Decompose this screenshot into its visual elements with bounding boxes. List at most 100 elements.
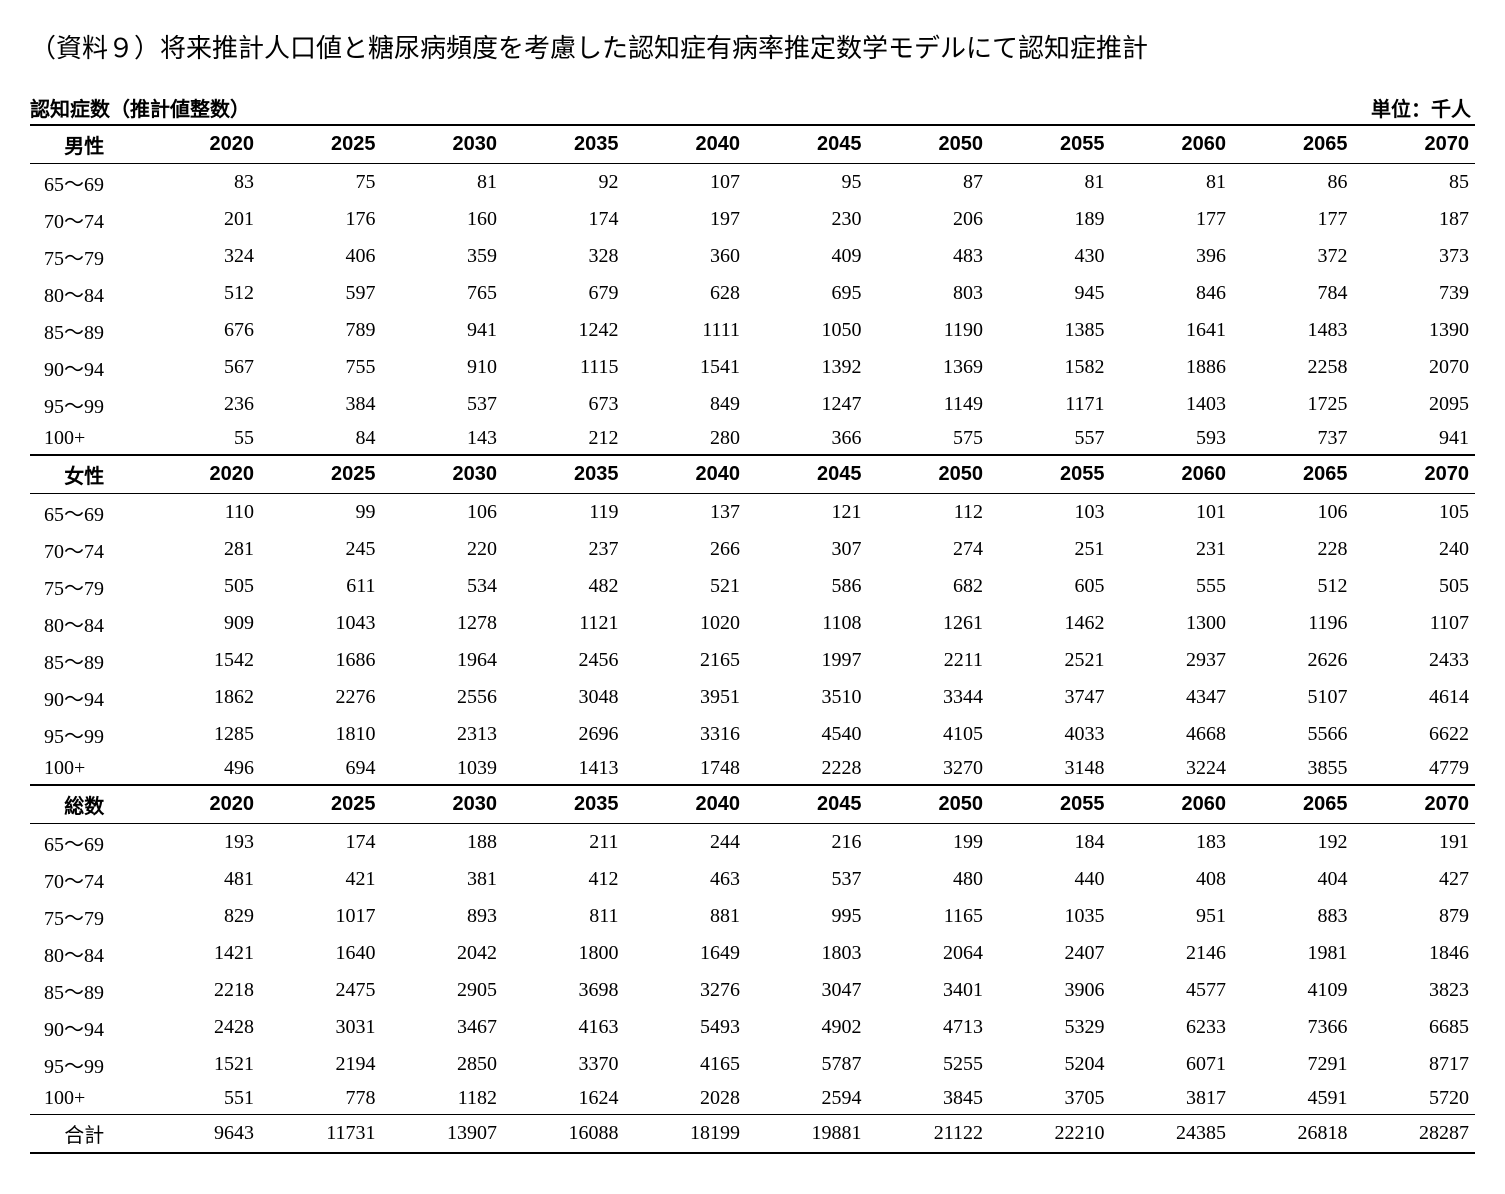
value-cell: 360 (624, 238, 746, 275)
table-row: 70～74281245220237266307274251231228240 (30, 531, 1475, 568)
value-cell: 1846 (1353, 935, 1475, 972)
value-cell: 4165 (624, 1046, 746, 1083)
value-cell: 1624 (503, 1083, 625, 1115)
year-column-header: 2045 (746, 785, 868, 824)
value-cell: 384 (260, 386, 382, 423)
year-column-header: 2040 (624, 455, 746, 494)
year-column-header: 2050 (867, 785, 989, 824)
age-range-label: 70～74 (30, 201, 138, 238)
document-title: （資料９）将来推計人口値と糖尿病頻度を考慮した認知症有病率推定数学モデルにて認知… (30, 28, 1475, 65)
total-value-cell: 9643 (138, 1115, 260, 1154)
value-cell: 1171 (989, 386, 1111, 423)
year-column-header: 2050 (867, 455, 989, 494)
value-cell: 1107 (1353, 605, 1475, 642)
value-cell: 3047 (746, 972, 868, 1009)
value-cell: 2095 (1353, 386, 1475, 423)
value-cell: 1582 (989, 349, 1111, 386)
table-row: 95～9923638453767384912471149117114031725… (30, 386, 1475, 423)
age-range-label: 85～89 (30, 642, 138, 679)
value-cell: 81 (381, 164, 503, 202)
value-cell: 512 (1232, 568, 1354, 605)
value-cell: 381 (381, 861, 503, 898)
value-cell: 211 (503, 824, 625, 862)
value-cell: 6233 (1110, 1009, 1232, 1046)
age-range-label: 80～84 (30, 935, 138, 972)
total-value-cell: 19881 (746, 1115, 868, 1154)
table-row: 100+5584143212280366575557593737941 (30, 423, 1475, 455)
value-cell: 1017 (260, 898, 382, 935)
value-cell: 1997 (746, 642, 868, 679)
year-column-header: 2035 (503, 455, 625, 494)
value-cell: 174 (260, 824, 382, 862)
year-column-header: 2060 (1110, 125, 1232, 164)
value-cell: 1242 (503, 312, 625, 349)
value-cell: 1725 (1232, 386, 1354, 423)
year-column-header: 2040 (624, 125, 746, 164)
table-row: 80～8490910431278112110201108126114621300… (30, 605, 1475, 642)
total-label: 合計 (30, 1115, 138, 1154)
value-cell: 1390 (1353, 312, 1475, 349)
table-row: 75～79505611534482521586682605555512505 (30, 568, 1475, 605)
value-cell: 230 (746, 201, 868, 238)
value-cell: 1149 (867, 386, 989, 423)
value-cell: 373 (1353, 238, 1475, 275)
value-cell: 5720 (1353, 1083, 1475, 1115)
value-cell: 881 (624, 898, 746, 935)
year-column-header: 2020 (138, 125, 260, 164)
value-cell: 3698 (503, 972, 625, 1009)
value-cell: 593 (1110, 423, 1232, 455)
value-cell: 1403 (1110, 386, 1232, 423)
value-cell: 366 (746, 423, 868, 455)
value-cell: 3316 (624, 716, 746, 753)
value-cell: 187 (1353, 201, 1475, 238)
value-cell: 941 (1353, 423, 1475, 455)
value-cell: 463 (624, 861, 746, 898)
value-cell: 2146 (1110, 935, 1232, 972)
age-range-label: 95～99 (30, 386, 138, 423)
value-cell: 2276 (260, 679, 382, 716)
value-cell: 107 (624, 164, 746, 202)
value-cell: 251 (989, 531, 1111, 568)
value-cell: 174 (503, 201, 625, 238)
year-column-header: 2055 (989, 785, 1111, 824)
value-cell: 2064 (867, 935, 989, 972)
value-cell: 1641 (1110, 312, 1232, 349)
dementia-projection-table: 男性20202025203020352040204520502055206020… (30, 124, 1475, 1154)
table-row: 70～74481421381412463537480440408404427 (30, 861, 1475, 898)
value-cell: 85 (1353, 164, 1475, 202)
age-range-label: 100+ (30, 423, 138, 455)
value-cell: 537 (381, 386, 503, 423)
section-header-row: 男性20202025203020352040204520502055206020… (30, 125, 1475, 164)
value-cell: 3048 (503, 679, 625, 716)
value-cell: 4033 (989, 716, 1111, 753)
age-range-label: 75～79 (30, 898, 138, 935)
value-cell: 274 (867, 531, 989, 568)
value-cell: 2521 (989, 642, 1111, 679)
value-cell: 1421 (138, 935, 260, 972)
value-cell: 1886 (1110, 349, 1232, 386)
value-cell: 4614 (1353, 679, 1475, 716)
value-cell: 586 (746, 568, 868, 605)
value-cell: 1385 (989, 312, 1111, 349)
year-column-header: 2065 (1232, 785, 1354, 824)
total-value-cell: 11731 (260, 1115, 382, 1154)
value-cell: 281 (138, 531, 260, 568)
value-cell: 1521 (138, 1046, 260, 1083)
value-cell: 1035 (989, 898, 1111, 935)
section-header-label: 男性 (30, 125, 138, 164)
value-cell: 3467 (381, 1009, 503, 1046)
value-cell: 676 (138, 312, 260, 349)
age-range-label: 90～94 (30, 349, 138, 386)
value-cell: 1964 (381, 642, 503, 679)
value-cell: 220 (381, 531, 503, 568)
value-cell: 483 (867, 238, 989, 275)
age-range-label: 90～94 (30, 1009, 138, 1046)
value-cell: 2211 (867, 642, 989, 679)
value-cell: 2407 (989, 935, 1111, 972)
year-column-header: 2060 (1110, 785, 1232, 824)
value-cell: 5787 (746, 1046, 868, 1083)
table-row: 95～9912851810231326963316454041054033466… (30, 716, 1475, 753)
table-row: 70～74201176160174197230206189177177187 (30, 201, 1475, 238)
value-cell: 1050 (746, 312, 868, 349)
value-cell: 3906 (989, 972, 1111, 1009)
